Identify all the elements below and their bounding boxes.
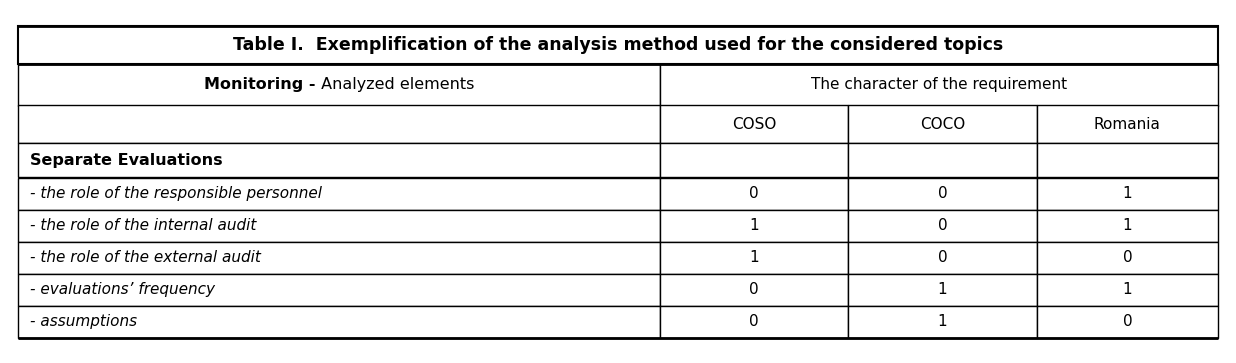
Bar [848, 306, 1037, 338]
Bar [660, 273, 848, 306]
Text: COSO: COSO [732, 117, 776, 132]
Bar [19, 25, 1217, 64]
Text: 1: 1 [749, 218, 759, 233]
Bar [19, 64, 660, 106]
Bar [660, 178, 848, 209]
Bar [19, 241, 660, 273]
Bar [19, 106, 660, 143]
Text: 0: 0 [749, 282, 759, 297]
Bar [1037, 306, 1217, 338]
Text: 0: 0 [749, 314, 759, 329]
Text: 0: 0 [1122, 250, 1132, 265]
Text: - the role of the responsible personnel: - the role of the responsible personnel [30, 186, 323, 201]
Bar [848, 273, 1037, 306]
Text: 0: 0 [938, 186, 948, 201]
Bar [19, 143, 660, 178]
Bar [1037, 209, 1217, 241]
Text: Table I.  Exemplification of the analysis method used for the considered topics: Table I. Exemplification of the analysis… [232, 36, 1004, 53]
Text: Romania: Romania [1094, 117, 1161, 132]
Bar [848, 209, 1037, 241]
Bar [848, 106, 1037, 143]
Text: 1: 1 [1122, 282, 1132, 297]
Bar [660, 64, 1217, 106]
Text: - the role of the external audit: - the role of the external audit [30, 250, 261, 265]
Bar [660, 306, 848, 338]
Text: Separate Evaluations: Separate Evaluations [30, 153, 222, 168]
Bar [1037, 143, 1217, 178]
Bar [660, 143, 848, 178]
Text: 0: 0 [938, 250, 948, 265]
Bar [19, 273, 660, 306]
Text: - evaluations’ frequency: - evaluations’ frequency [30, 282, 215, 297]
Text: 1: 1 [1122, 218, 1132, 233]
Text: Analyzed elements: Analyzed elements [315, 77, 473, 92]
Text: 0: 0 [938, 218, 948, 233]
Bar [848, 143, 1037, 178]
Text: 1: 1 [1122, 186, 1132, 201]
Bar [1037, 273, 1217, 306]
Text: Monitoring -: Monitoring - [204, 77, 315, 92]
Text: - the role of the internal audit: - the role of the internal audit [30, 218, 256, 233]
Text: 1: 1 [749, 250, 759, 265]
Bar [19, 306, 660, 338]
Text: 0: 0 [749, 186, 759, 201]
Bar [660, 209, 848, 241]
Bar [19, 209, 660, 241]
Bar [1037, 178, 1217, 209]
Bar [848, 241, 1037, 273]
Text: The character of the requirement: The character of the requirement [811, 77, 1067, 92]
Bar [660, 241, 848, 273]
Bar [848, 178, 1037, 209]
Text: 0: 0 [1122, 314, 1132, 329]
Bar [660, 106, 848, 143]
Bar [1037, 106, 1217, 143]
Bar [1037, 241, 1217, 273]
Text: - assumptions: - assumptions [30, 314, 137, 329]
Text: 1: 1 [938, 314, 948, 329]
Bar [19, 178, 660, 209]
Text: 1: 1 [938, 282, 948, 297]
Text: COCO: COCO [920, 117, 965, 132]
